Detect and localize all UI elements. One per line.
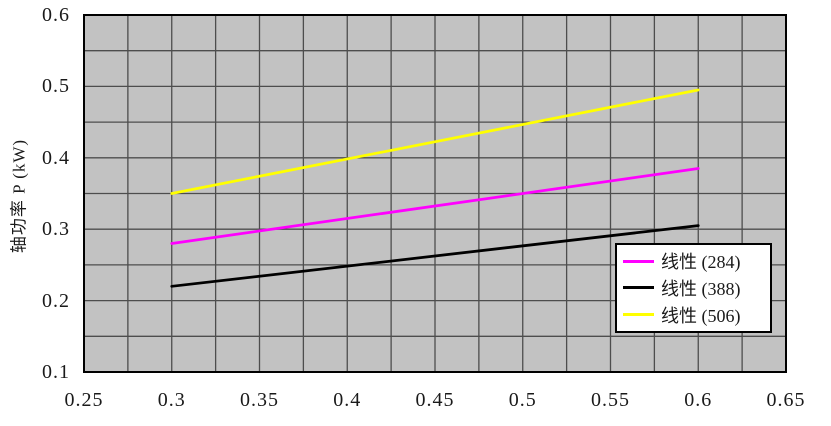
y-tick-label: 0.6 [42, 4, 70, 26]
legend-line-swatch [623, 313, 654, 317]
y-tick-label: 0.3 [42, 218, 70, 241]
y-tick-label: 0.1 [42, 361, 70, 383]
legend: 线性 (284) 线性 (388) 线性 (506) [615, 243, 772, 333]
x-tick-label: 0.45 [415, 389, 455, 411]
y-tick-label: 0.4 [42, 146, 70, 169]
legend-line-swatch [623, 259, 654, 263]
legend-item: 线性 (388) [623, 275, 770, 301]
plot-border [83, 14, 787, 373]
x-tick-label: 0.65 [766, 389, 806, 411]
x-tick-label: 0.25 [64, 389, 104, 411]
legend-label: 线性 (284) [661, 252, 741, 273]
x-tick-label: 0.5 [508, 389, 537, 411]
x-tick-label: 0.55 [591, 389, 630, 411]
legend-item: 线性 (506) [623, 302, 770, 328]
x-tick-label: 0.3 [157, 389, 186, 411]
series-line-284 [170, 167, 700, 245]
x-tick-label: 0.6 [684, 389, 713, 411]
series-line-506 [170, 88, 700, 195]
x-tick-label: 0.4 [333, 389, 362, 411]
legend-item: 线性 (284) [623, 248, 770, 274]
y-tick-label: 0.5 [42, 75, 70, 98]
x-tick-label: 0.35 [240, 389, 279, 411]
legend-label: 线性 (506) [661, 305, 741, 326]
legend-label: 线性 (388) [661, 278, 741, 299]
series-line-388 [170, 224, 700, 288]
legend-line-swatch [623, 286, 654, 290]
y-tick-label: 0.2 [42, 289, 70, 312]
